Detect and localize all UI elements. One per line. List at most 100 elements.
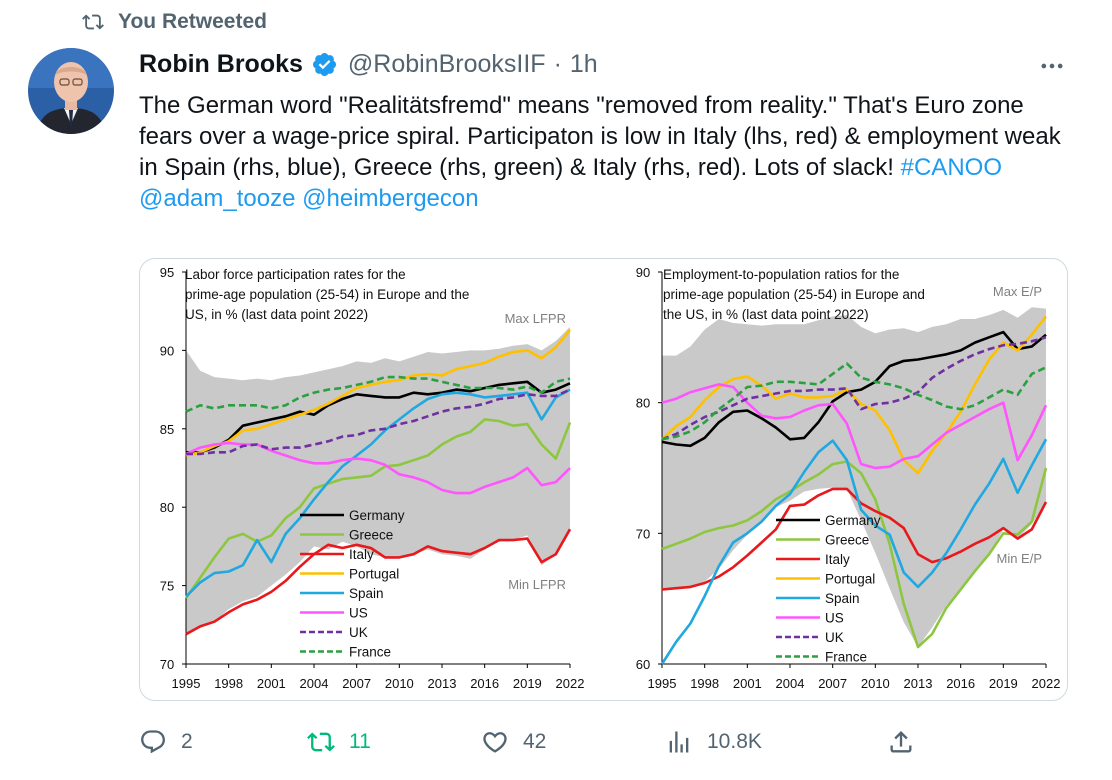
retweet-icon [307, 732, 335, 752]
legend-label-uk: UK [349, 625, 368, 640]
band-max-label: Max E/P [993, 284, 1042, 299]
bar-chart-icon [669, 731, 689, 753]
chart-title: Employment-to-population ratios for the p… [663, 267, 925, 322]
band-max-label: Max LFPR [505, 311, 566, 326]
series-line-italy [661, 487, 1048, 591]
series-line-france [661, 362, 1047, 441]
y-tick-label: 90 [160, 343, 174, 358]
series-line-us [661, 383, 1048, 470]
y-tick-label: 85 [160, 422, 174, 437]
avatar[interactable] [28, 48, 114, 134]
series-line-portugal [185, 329, 572, 457]
y-tick-label: 95 [160, 265, 174, 280]
y-tick-label: 70 [636, 526, 650, 541]
x-tick-label: 2010 [861, 676, 890, 691]
band-min-label: Min E/P [996, 551, 1042, 566]
x-tick-label: 1998 [690, 676, 719, 691]
legend-label-germany: Germany [349, 508, 405, 523]
x-tick-label: 2007 [342, 676, 371, 691]
x-tick-label: 2016 [946, 676, 975, 691]
series-line-germany [186, 380, 571, 454]
retweet-banner: You Retweeted [82, 10, 267, 34]
author-handle[interactable]: @RobinBrooksIIF [347, 50, 546, 78]
verified-badge-icon [312, 52, 336, 77]
like-count: 42 [523, 730, 547, 753]
x-tick-label: 1995 [172, 676, 201, 691]
tweet-header: Robin Brooks @RobinBrooksIIF · 1h [139, 50, 598, 79]
legend-label-france: France [349, 645, 391, 660]
legend-label-italy: Italy [825, 552, 850, 567]
view-count: 10.8K [707, 730, 762, 753]
like-button[interactable]: 42 [481, 728, 546, 756]
legend-label-greece: Greece [825, 533, 869, 548]
x-tick-label: 2001 [733, 676, 762, 691]
x-tick-label: 2019 [513, 676, 542, 691]
retweet-count: 11 [349, 730, 371, 753]
series-line-italy [185, 528, 572, 636]
series-line-spain [185, 388, 571, 598]
heart-icon [483, 732, 507, 753]
series-line-greece [184, 418, 572, 599]
x-tick-label: 1995 [648, 676, 677, 691]
y-tick-label: 80 [636, 396, 650, 411]
series-line-portugal [661, 315, 1048, 475]
mention-link-1[interactable]: @adam_tooze [139, 185, 296, 212]
x-tick-label: 2001 [257, 676, 286, 691]
x-tick-label: 2022 [556, 676, 585, 691]
legend-label-spain: Spain [349, 586, 384, 601]
author-name[interactable]: Robin Brooks [139, 50, 303, 78]
reply-button[interactable]: 2 [139, 728, 193, 756]
timestamp[interactable]: 1h [569, 50, 598, 78]
action-bar: 2 11 42 10.8K [139, 720, 1059, 768]
series-line-germany [661, 330, 1047, 448]
retweet-icon [82, 14, 104, 30]
series-line-greece [661, 460, 1048, 649]
legend-label-italy: Italy [349, 547, 374, 562]
legend-label-us: US [825, 611, 844, 626]
x-tick-label: 2016 [470, 676, 499, 691]
more-icon[interactable] [1038, 52, 1066, 87]
x-tick-label: 2004 [776, 676, 805, 691]
x-tick-label: 2013 [904, 676, 933, 691]
y-tick-label: 75 [160, 579, 174, 594]
legend-label-greece: Greece [349, 528, 393, 543]
x-tick-label: 2010 [385, 676, 414, 691]
chart-title: Labor force participation rates for the p… [185, 267, 469, 322]
legend-label-uk: UK [825, 630, 844, 645]
legend-label-germany: Germany [825, 513, 881, 528]
x-tick-label: 2019 [989, 676, 1018, 691]
y-tick-label: 80 [160, 500, 174, 515]
y-tick-label: 70 [160, 657, 174, 672]
legend-label-france: France [825, 650, 867, 665]
retweet-banner-label: You Retweeted [118, 10, 267, 33]
y-tick-label: 90 [636, 265, 650, 280]
reply-icon [141, 730, 165, 754]
reply-count: 2 [181, 730, 193, 753]
series-line-france [185, 375, 571, 413]
hashtag-link[interactable]: #CANOO [900, 154, 1002, 181]
y-tick-label: 60 [636, 657, 650, 672]
legend-label-us: US [349, 606, 368, 621]
x-tick-label: 2013 [428, 676, 457, 691]
share-icon [890, 731, 912, 753]
x-tick-label: 2004 [300, 676, 329, 691]
min-max-band [186, 326, 570, 636]
band-min-label: Min LFPR [508, 577, 566, 592]
legend-label-portugal: Portugal [349, 567, 399, 582]
x-tick-label: 2022 [1032, 676, 1061, 691]
views-button[interactable]: 10.8K [665, 728, 762, 756]
legend-label-spain: Spain [825, 591, 860, 606]
separator: · [553, 50, 562, 78]
mention-link-2[interactable]: @heimbergecon [302, 185, 479, 212]
legend-label-portugal: Portugal [825, 572, 875, 587]
tweet-text: The German word "Realitätsfremd" means "… [139, 90, 1069, 214]
tweet-body: The German word "Realitätsfremd" means "… [139, 92, 1061, 181]
series-line-spain [660, 438, 1048, 665]
x-tick-label: 2007 [818, 676, 847, 691]
share-button[interactable] [887, 728, 915, 756]
tweet-media-image[interactable]: 70 75 80 85 90 95 1995 1998 2001 2004 2007 2010 2013… [139, 258, 1068, 701]
series-line-us [185, 441, 571, 495]
x-tick-label: 1998 [214, 676, 243, 691]
retweet-button[interactable]: 11 [307, 728, 371, 756]
min-max-band [662, 307, 1046, 647]
